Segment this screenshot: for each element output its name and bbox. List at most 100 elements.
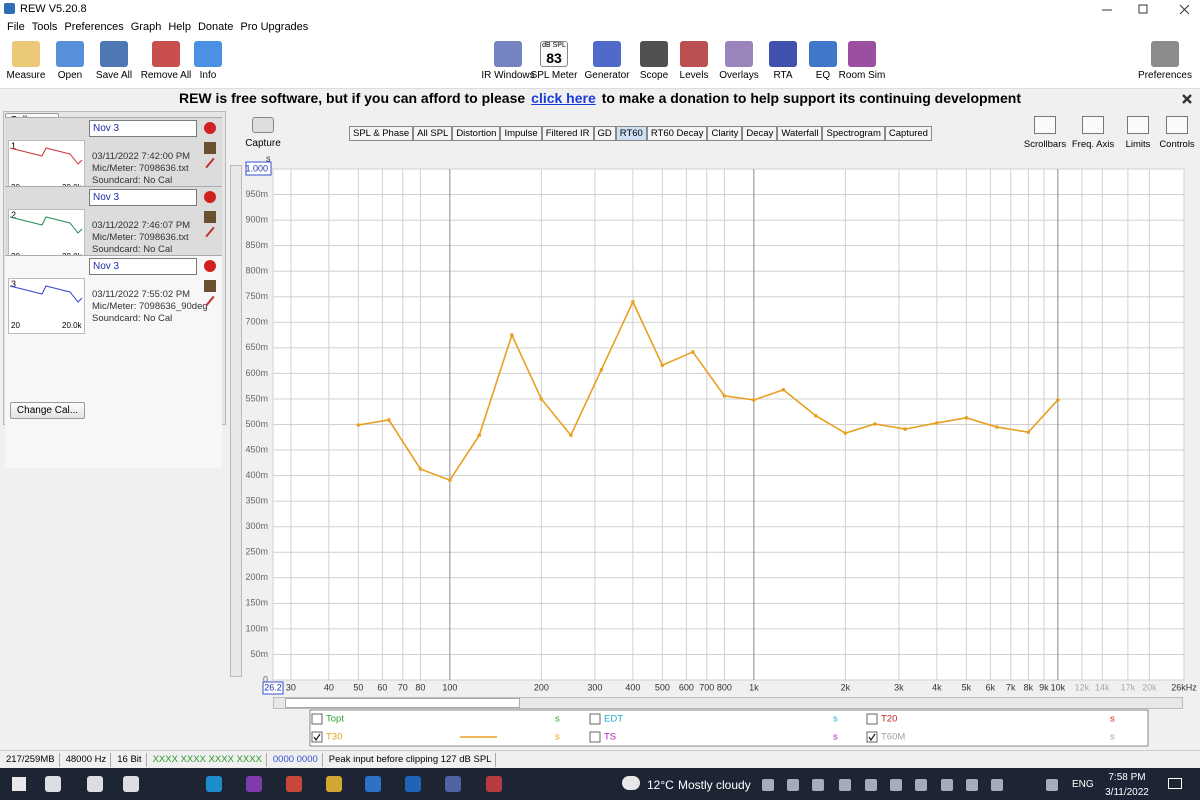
graph-tab[interactable]: RT60 Decay xyxy=(646,126,708,141)
graph-tab[interactable]: All SPL xyxy=(413,126,453,141)
tool-icon[interactable] xyxy=(194,41,222,67)
remove-icon[interactable] xyxy=(204,260,216,272)
graph-tab[interactable]: Spectrogram xyxy=(822,126,885,141)
graph-tab[interactable]: Waterfall xyxy=(777,126,823,141)
tool-icon[interactable] xyxy=(100,41,128,67)
taskbar-icon[interactable] xyxy=(286,776,302,792)
tool-icon[interactable] xyxy=(152,41,180,67)
tool-label[interactable]: SPL Meter xyxy=(530,70,578,81)
tool-icon[interactable] xyxy=(12,41,40,67)
tray-icon[interactable] xyxy=(787,779,799,791)
graph-tab[interactable]: RT60 xyxy=(615,126,647,141)
taskbar-icon[interactable] xyxy=(206,776,222,792)
weather-condition[interactable]: Mostly cloudy xyxy=(678,778,751,792)
menu-item[interactable]: Tools xyxy=(31,21,58,33)
graph-tab[interactable]: Impulse xyxy=(500,126,542,141)
graph-tool-icon[interactable] xyxy=(1127,116,1149,134)
graph-tab[interactable]: Clarity xyxy=(707,126,743,141)
tool-label[interactable]: Info xyxy=(199,70,217,81)
donate-link[interactable]: click here xyxy=(531,90,596,106)
tool-icon[interactable] xyxy=(494,41,522,67)
taskbar-icon[interactable] xyxy=(445,776,461,792)
taskbar-icon[interactable] xyxy=(405,776,421,792)
save-icon[interactable] xyxy=(204,280,216,292)
graph-tool-label[interactable]: Scrollbars xyxy=(1023,139,1067,150)
menu-item[interactable]: Donate xyxy=(197,21,234,33)
taskbar-icon[interactable] xyxy=(486,776,502,792)
graph-tool-icon[interactable] xyxy=(1034,116,1056,134)
taskbar-icon[interactable] xyxy=(123,776,139,792)
tool-label[interactable]: Room Sim xyxy=(838,70,886,81)
tool-label[interactable]: RTA xyxy=(773,70,793,81)
remove-icon[interactable] xyxy=(204,191,216,203)
taskbar-icon[interactable] xyxy=(87,776,103,792)
capture-icon[interactable] xyxy=(252,117,274,133)
weather-temp[interactable]: 12°C xyxy=(647,778,674,792)
taskbar-icon[interactable] xyxy=(246,776,262,792)
name-field[interactable]: Nov 3 xyxy=(89,258,197,275)
name-field[interactable]: Nov 3 xyxy=(89,120,197,137)
tray-icon[interactable] xyxy=(1046,779,1058,791)
tray-icon[interactable] xyxy=(991,779,1003,791)
language[interactable]: ENG xyxy=(1072,779,1094,790)
tray-icon[interactable] xyxy=(839,779,851,791)
tray-icon[interactable] xyxy=(812,779,824,791)
taskbar-icon[interactable] xyxy=(326,776,342,792)
tool-icon[interactable] xyxy=(725,41,753,67)
tool-icon[interactable] xyxy=(848,41,876,67)
menu-item[interactable]: Preferences xyxy=(64,21,124,33)
graph-tool-icon[interactable] xyxy=(1082,116,1104,134)
tool-label[interactable]: Generator xyxy=(584,70,630,81)
tool-label[interactable]: EQ xyxy=(815,70,831,81)
save-icon[interactable] xyxy=(204,142,216,154)
menu-item[interactable]: Pro Upgrades xyxy=(240,21,309,33)
name-field[interactable]: Nov 3 xyxy=(89,189,197,206)
menu-item[interactable]: Graph xyxy=(130,21,162,33)
tool-label[interactable]: Remove All xyxy=(140,70,192,81)
graph-tab[interactable]: Filtered IR xyxy=(541,126,594,141)
tray-icon[interactable] xyxy=(915,779,927,791)
tool-icon[interactable] xyxy=(593,41,621,67)
tool-label[interactable]: IR Windows xyxy=(481,70,535,81)
tray-icon[interactable] xyxy=(762,779,774,791)
tray-icon[interactable] xyxy=(941,779,953,791)
taskbar-icon[interactable] xyxy=(365,776,381,792)
graph-tool-label[interactable]: Freq. Axis xyxy=(1071,139,1115,150)
tool-label[interactable]: Save All xyxy=(95,70,133,81)
graph-tool-label[interactable]: Controls xyxy=(1159,139,1195,150)
scroll-thumb[interactable] xyxy=(285,698,520,708)
tool-label[interactable]: Preferences xyxy=(1138,70,1192,81)
tool-icon[interactable] xyxy=(640,41,668,67)
graph-tool-icon[interactable] xyxy=(1166,116,1188,134)
graph-tab[interactable]: Decay xyxy=(742,126,778,141)
spl-meter-icon[interactable] xyxy=(540,41,568,67)
tool-icon[interactable] xyxy=(680,41,708,67)
start-button[interactable] xyxy=(12,777,26,791)
menu-item[interactable]: File xyxy=(7,21,25,33)
taskbar-icon[interactable] xyxy=(45,776,61,792)
tool-label[interactable]: Overlays xyxy=(719,70,759,81)
tray-icon[interactable] xyxy=(890,779,902,791)
close[interactable] xyxy=(1179,4,1190,15)
change-cal-button[interactable]: Change Cal... xyxy=(10,402,85,419)
tool-icon[interactable] xyxy=(56,41,84,67)
restore[interactable] xyxy=(1138,4,1148,14)
tool-icon[interactable] xyxy=(769,41,797,67)
tool-icon[interactable] xyxy=(809,41,837,67)
tool-label[interactable]: Measure xyxy=(6,70,46,81)
graph-tab[interactable]: Distortion xyxy=(452,126,501,141)
vertical-scrollbar[interactable] xyxy=(230,165,242,677)
tray-icon[interactable] xyxy=(966,779,978,791)
tray-icon[interactable] xyxy=(865,779,877,791)
graph-tab[interactable]: SPL & Phase xyxy=(349,126,414,141)
tool-label[interactable]: Open xyxy=(57,70,83,81)
window-controls[interactable] xyxy=(1090,0,1200,19)
remove-icon[interactable] xyxy=(204,122,216,134)
clock-time[interactable]: 7:58 PM xyxy=(1108,772,1146,783)
weather-icon[interactable] xyxy=(622,776,640,790)
tool-icon[interactable] xyxy=(1151,41,1179,67)
banner-close[interactable] xyxy=(1180,92,1194,106)
graph-tab[interactable]: GD xyxy=(593,126,616,141)
save-icon[interactable] xyxy=(204,211,216,223)
tool-label[interactable]: Scope xyxy=(639,70,669,81)
